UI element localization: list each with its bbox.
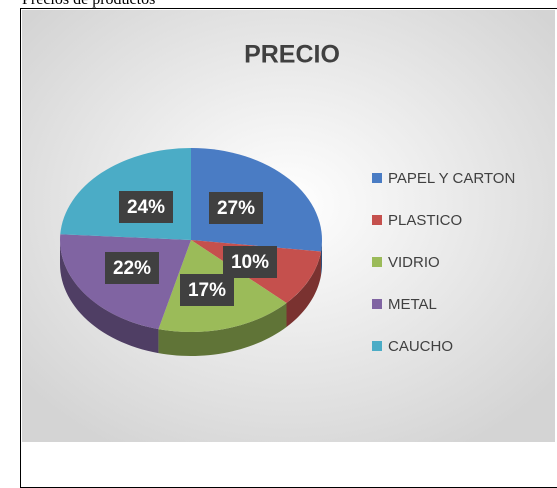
data-label-box	[119, 191, 173, 223]
caption: Precios de productos	[22, 0, 155, 9]
legend-label: VIDRIO	[388, 254, 440, 271]
legend-swatch	[372, 341, 382, 351]
data-label: 17%	[188, 280, 226, 301]
slice-side	[158, 302, 287, 356]
slice-side	[60, 240, 159, 354]
data-label-box	[105, 252, 159, 284]
legend-label: PAPEL Y CARTON	[388, 170, 515, 187]
legend-swatch	[372, 173, 382, 183]
data-label-box	[180, 274, 234, 306]
slice-side	[286, 251, 321, 327]
data-label: 22%	[113, 258, 151, 279]
legend-swatch	[372, 215, 382, 225]
data-label: 27%	[217, 198, 255, 219]
slice-side	[320, 240, 322, 276]
legend-label: PLASTICO	[388, 212, 462, 229]
data-label-box	[223, 246, 277, 278]
legend-label: METAL	[388, 296, 437, 313]
chart-title: PRECIO	[244, 41, 340, 69]
legend-swatch	[372, 299, 382, 309]
legend-label: CAUCHO	[388, 338, 453, 355]
legend-swatch	[372, 257, 382, 267]
data-label: 24%	[127, 197, 165, 218]
data-label-box	[209, 192, 263, 224]
data-label: 10%	[231, 252, 269, 273]
